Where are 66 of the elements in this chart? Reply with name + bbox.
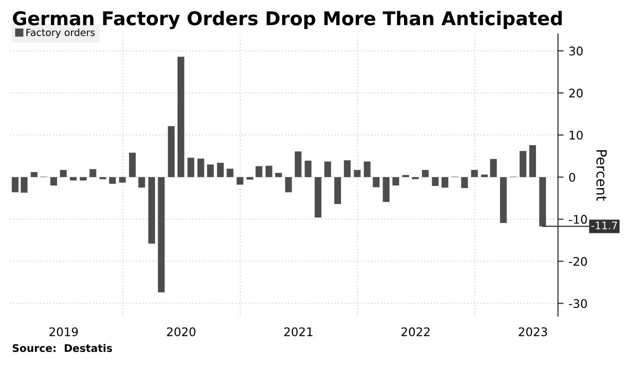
bar bbox=[344, 160, 351, 178]
bar bbox=[187, 158, 194, 178]
x-tick-label: 2022 bbox=[402, 327, 430, 336]
x-tick-label: 2020 bbox=[167, 327, 196, 336]
bar bbox=[60, 170, 67, 178]
bar bbox=[236, 177, 244, 185]
y-tick-label: 10 bbox=[570, 130, 583, 140]
bar bbox=[256, 166, 262, 178]
bar bbox=[119, 177, 126, 183]
bar bbox=[490, 159, 497, 178]
y-tick-label: -30 bbox=[568, 299, 587, 308]
bar bbox=[246, 177, 254, 180]
bar bbox=[461, 177, 468, 188]
bar bbox=[500, 177, 507, 223]
bar bbox=[178, 56, 184, 178]
bar bbox=[382, 177, 390, 202]
y-tick-label: -10 bbox=[568, 214, 587, 224]
bar bbox=[294, 151, 302, 178]
bar bbox=[442, 177, 448, 188]
bar bbox=[207, 164, 214, 178]
bar bbox=[372, 177, 380, 188]
bar bbox=[109, 177, 116, 184]
bar bbox=[354, 170, 361, 178]
bar bbox=[304, 160, 312, 178]
bar bbox=[90, 169, 96, 178]
y-axis-title: Percent bbox=[596, 150, 607, 201]
bar bbox=[70, 177, 77, 180]
bar bbox=[529, 145, 536, 178]
bar bbox=[50, 177, 58, 186]
bar bbox=[334, 177, 342, 204]
bar bbox=[392, 177, 400, 186]
y-tick-label: 30 bbox=[569, 46, 583, 56]
bar bbox=[197, 158, 204, 178]
bar bbox=[422, 170, 429, 178]
bar bbox=[20, 177, 28, 193]
chart-title: German Factory Orders Drop More Than Anticipated bbox=[12, 10, 562, 30]
bar bbox=[138, 177, 146, 188]
bar bbox=[481, 174, 488, 178]
bar bbox=[217, 162, 224, 178]
bar bbox=[168, 126, 175, 178]
legend-label: Factory orders bbox=[26, 28, 95, 38]
bar bbox=[158, 177, 165, 292]
source-note: Source: Destatis bbox=[12, 344, 112, 352]
bar bbox=[324, 162, 332, 178]
x-tick-label: 2021 bbox=[284, 327, 312, 336]
bar bbox=[539, 177, 546, 226]
y-tick-label: -20 bbox=[568, 257, 587, 266]
x-tick-label: 2023 bbox=[518, 327, 548, 336]
bar bbox=[148, 177, 156, 244]
bar bbox=[364, 162, 371, 178]
annotation: -11.7 bbox=[591, 222, 617, 230]
bar bbox=[432, 177, 439, 186]
bar bbox=[285, 177, 292, 192]
bar bbox=[80, 177, 87, 180]
bar bbox=[12, 177, 19, 192]
bar bbox=[520, 151, 526, 178]
bar bbox=[275, 172, 282, 178]
y-tick-label: 0 bbox=[569, 172, 576, 182]
bar bbox=[30, 172, 38, 178]
bar bbox=[226, 168, 234, 178]
bar bbox=[471, 170, 478, 178]
bar bbox=[129, 152, 136, 178]
bar bbox=[266, 166, 272, 178]
y-tick-label: 20 bbox=[569, 88, 583, 98]
x-tick-label: 2019 bbox=[49, 327, 78, 336]
bar bbox=[314, 177, 322, 218]
